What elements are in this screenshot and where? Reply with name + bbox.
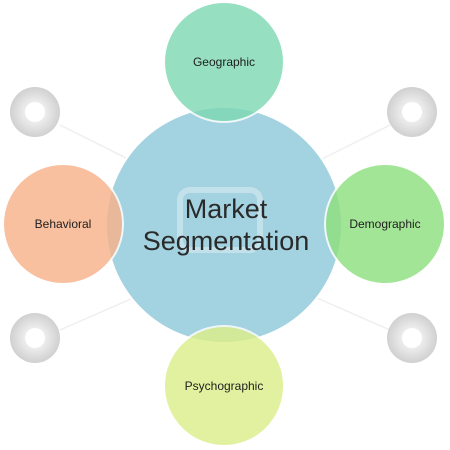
center-title-line1: Market [185,194,268,224]
center-title-line2: Segmentation [143,226,310,256]
geographic-label: Geographic [193,55,255,69]
watermark-ring-bottom-left [10,313,60,363]
watermark-ring-top-right [387,87,437,137]
demographic-label: Demographic [349,217,420,231]
geographic-circle [163,1,285,123]
watermark-ring-bottom-right [387,313,437,363]
watermark-ring-top-left [10,87,60,137]
center-circle [105,106,343,344]
behavioral-label: Behavioral [35,217,92,231]
psychographic-circle [163,325,285,447]
demographic-circle [324,163,446,285]
psychographic-label: Psychographic [185,379,264,393]
watermark-badge [177,187,263,253]
behavioral-circle [2,163,124,285]
